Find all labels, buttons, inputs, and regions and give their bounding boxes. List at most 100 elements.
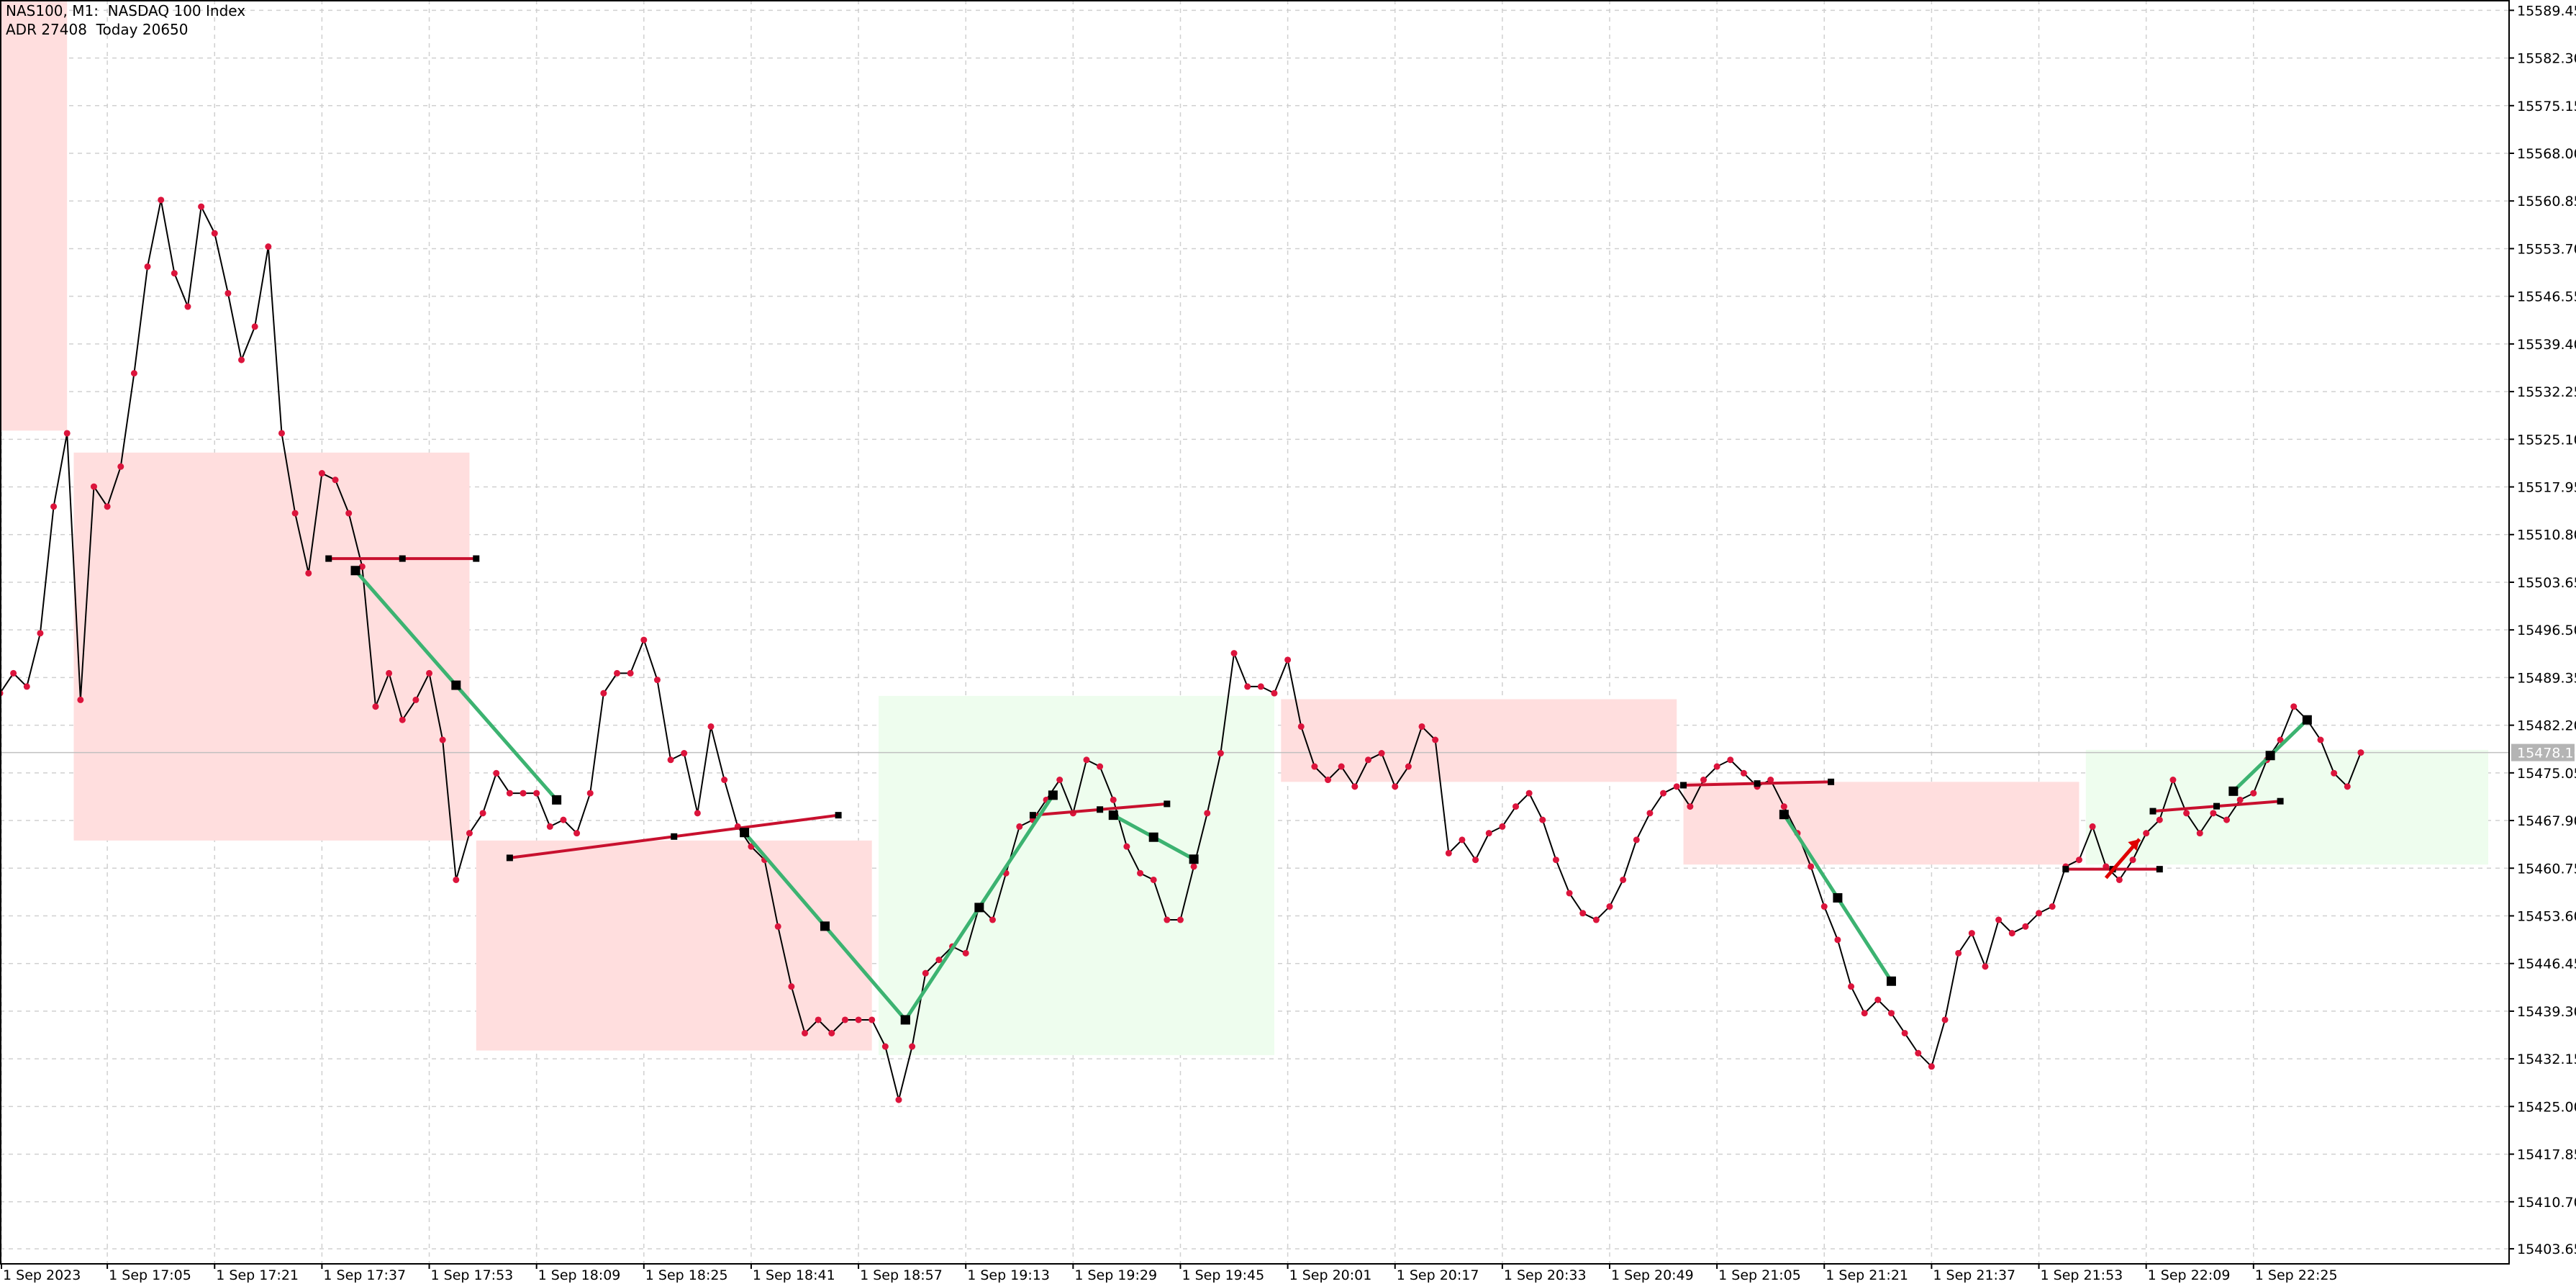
price-point xyxy=(345,510,353,517)
pivot-marker xyxy=(325,555,332,562)
price-point xyxy=(2022,923,2029,930)
y-tick-label: 15503.65 xyxy=(2517,575,2576,591)
pivot-marker xyxy=(1680,782,1687,789)
price-point xyxy=(828,1029,835,1036)
price-point xyxy=(278,430,285,437)
y-tick-label: 15525.10 xyxy=(2517,432,2576,448)
price-point xyxy=(1392,783,1399,790)
price-point xyxy=(1137,869,1144,877)
price-point xyxy=(198,203,205,210)
swing-marker xyxy=(1048,790,1058,800)
y-tick-label: 15510.80 xyxy=(2517,528,2576,543)
price-point xyxy=(265,243,272,250)
price-point xyxy=(546,823,553,830)
price-point xyxy=(399,716,406,723)
x-tick-label: 1 Sep 18:09 xyxy=(538,1267,621,1283)
y-tick-label: 15560.85 xyxy=(2517,194,2576,209)
price-point xyxy=(1525,790,1533,797)
price-point xyxy=(104,503,111,510)
x-tick-label: 1 Sep 18:57 xyxy=(860,1267,943,1283)
price-point xyxy=(2049,903,2056,910)
price-point xyxy=(211,230,218,237)
pivot-marker xyxy=(1097,806,1104,813)
swing-marker xyxy=(740,828,750,838)
price-point xyxy=(144,263,151,270)
price-point xyxy=(184,303,191,310)
price-point xyxy=(1713,763,1720,770)
price-point xyxy=(1513,803,1520,810)
price-point xyxy=(1164,916,1171,923)
bear-zone xyxy=(1281,699,1677,782)
plot-border xyxy=(0,0,2510,1265)
price-point xyxy=(1539,816,1546,823)
price-point xyxy=(2317,736,2324,743)
pivot-marker xyxy=(671,833,678,840)
price-point xyxy=(1740,769,1747,777)
price-point xyxy=(1955,949,1962,957)
x-tick-label: 1 Sep 19:45 xyxy=(1182,1267,1264,1283)
price-point xyxy=(130,370,137,377)
price-point xyxy=(439,736,446,743)
swing-marker xyxy=(1779,810,1789,820)
x-tick-label: 1 Sep 20:17 xyxy=(1397,1267,1479,1283)
y-tick-label: 15475.05 xyxy=(2517,766,2576,782)
price-point xyxy=(358,563,366,570)
price-point xyxy=(600,690,607,697)
price-point xyxy=(77,696,84,703)
price-point xyxy=(251,323,258,330)
y-tick-label: 15453.60 xyxy=(2517,908,2576,924)
price-point xyxy=(1646,810,1654,817)
price-point xyxy=(1767,777,1774,784)
price-point xyxy=(426,669,433,677)
bear-zone xyxy=(0,0,68,431)
price-series xyxy=(0,196,2364,1103)
pivot-marker xyxy=(473,555,480,562)
price-point xyxy=(560,816,567,823)
price-point xyxy=(533,790,540,797)
price-point xyxy=(1351,783,1359,790)
price-point xyxy=(1700,777,1707,784)
swing-marker xyxy=(552,795,562,805)
price-point xyxy=(1485,830,1492,837)
price-point xyxy=(10,669,17,677)
swing-marker xyxy=(820,921,830,931)
price-point xyxy=(1834,936,1841,944)
price-point xyxy=(1056,777,1063,784)
pivot-marker xyxy=(2277,797,2284,805)
price-point xyxy=(1660,790,1667,797)
chart-header: NAS100, M1: NASDAQ 100 Index ADR 27408 T… xyxy=(6,1,245,39)
price-point xyxy=(2075,856,2082,864)
price-point xyxy=(802,1029,809,1036)
pivot-marker xyxy=(1164,800,1171,808)
price-point xyxy=(1083,756,1090,764)
price-point xyxy=(2143,830,2150,837)
price-point xyxy=(1861,1010,1868,1017)
price-point xyxy=(774,923,781,930)
x-tick-label: 1 Sep 17:21 xyxy=(216,1267,299,1283)
price-point xyxy=(962,949,969,957)
price-point xyxy=(2210,810,2217,817)
price-point xyxy=(881,1043,889,1050)
price-point xyxy=(989,916,996,923)
price-point xyxy=(815,1016,822,1023)
price-point xyxy=(869,1016,876,1023)
pivot-marker xyxy=(2062,866,2069,873)
x-tick-label: 1 Sep 17:37 xyxy=(323,1267,406,1283)
price-point xyxy=(1928,1063,1935,1070)
x-tick-label: 1 Sep 22:09 xyxy=(2148,1267,2231,1283)
price-point xyxy=(2331,769,2338,777)
price-point xyxy=(1418,723,1425,730)
price-point xyxy=(90,483,97,490)
price-point xyxy=(1901,1029,1908,1036)
price-point xyxy=(2236,796,2244,803)
price-point xyxy=(1915,1049,1922,1057)
pivot-marker xyxy=(2156,866,2163,873)
price-point xyxy=(1311,763,1318,770)
time-axis[interactable]: 1 Sep 2023 1 Sep 17:05 1 Sep 17:21 1 Sep 17… xyxy=(1,1263,2338,1283)
pivot-marker xyxy=(1754,780,1761,787)
y-tick-label: 15553.70 xyxy=(2517,241,2576,257)
price-point xyxy=(2036,910,2043,917)
price-point xyxy=(1552,856,1559,864)
price-axis[interactable]: 15589.45 15582.30 15575.15 15568.00 15560.85… xyxy=(2508,3,2576,1257)
